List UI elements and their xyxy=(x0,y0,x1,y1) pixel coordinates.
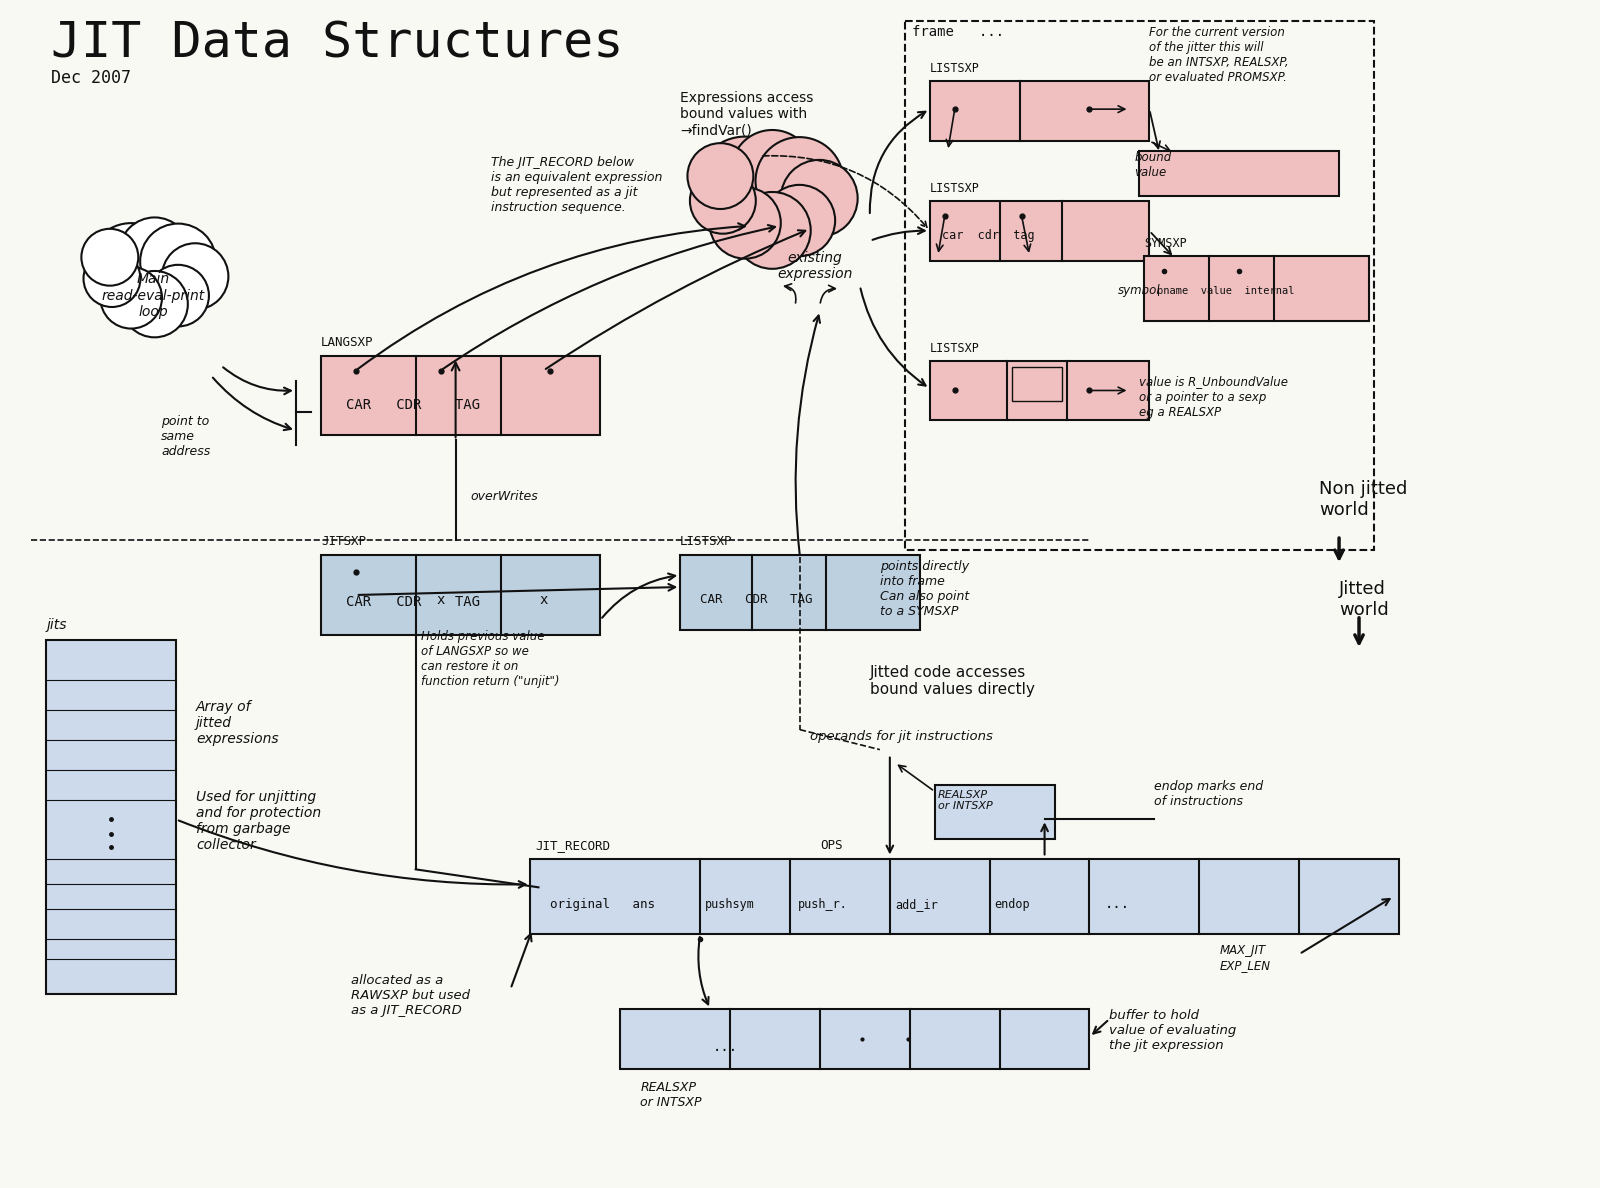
Text: ...: ... xyxy=(712,1040,738,1054)
Text: JIT Data Structures: JIT Data Structures xyxy=(51,19,624,68)
Bar xyxy=(680,555,920,630)
Bar xyxy=(930,81,1149,141)
Text: original   ans: original ans xyxy=(550,898,656,911)
Text: car  cdr  tag: car cdr tag xyxy=(942,229,1034,242)
Circle shape xyxy=(709,188,781,259)
Text: LISTSXP: LISTSXP xyxy=(930,182,979,195)
Text: The JIT_RECORD below
is an equivalent expression
but represented as a jit
instru: The JIT_RECORD below is an equivalent ex… xyxy=(491,156,662,214)
Circle shape xyxy=(88,223,174,309)
Text: REALSXP
or INTSXP: REALSXP or INTSXP xyxy=(640,1081,702,1108)
Text: ...: ... xyxy=(1104,897,1130,911)
Text: overWrites: overWrites xyxy=(470,491,538,504)
Text: CAR   CDR   TAG: CAR CDR TAG xyxy=(701,594,813,607)
Text: symbol: symbol xyxy=(1117,284,1160,297)
Circle shape xyxy=(696,137,795,235)
Text: Expressions access
bound values with
→findVar(): Expressions access bound values with →fi… xyxy=(680,91,813,138)
Text: CAR   CDR    TAG: CAR CDR TAG xyxy=(346,595,480,609)
Text: Jitted code accesses
bound values directly: Jitted code accesses bound values direct… xyxy=(870,665,1035,697)
Text: Jitted
world: Jitted world xyxy=(1339,580,1389,619)
Bar xyxy=(930,201,1149,261)
Text: Main
read-eval-print
loop: Main read-eval-print loop xyxy=(101,272,205,318)
Text: push_r.: push_r. xyxy=(798,898,848,911)
Text: pushsym: pushsym xyxy=(706,898,755,911)
Circle shape xyxy=(101,267,162,329)
Text: operands for jit instructions: operands for jit instructions xyxy=(810,729,994,742)
Text: x: x xyxy=(539,593,547,607)
Text: REALSXP
or INTSXP: REALSXP or INTSXP xyxy=(938,790,992,811)
Text: LISTSXP: LISTSXP xyxy=(930,342,979,354)
Text: OPS: OPS xyxy=(819,840,843,853)
Text: LISTSXP: LISTSXP xyxy=(680,535,733,548)
Text: Array of
jitted
expressions: Array of jitted expressions xyxy=(197,700,278,746)
Text: CAR   CDR    TAG: CAR CDR TAG xyxy=(346,398,480,412)
Bar xyxy=(46,640,176,994)
Circle shape xyxy=(731,129,813,213)
Text: endop marks end
of instructions: endop marks end of instructions xyxy=(1154,779,1264,808)
Bar xyxy=(934,784,1054,840)
Bar xyxy=(322,555,600,634)
Circle shape xyxy=(763,185,835,257)
Bar xyxy=(1011,367,1061,402)
Text: Used for unjitting
and for protection
from garbage
collector: Used for unjitting and for protection fr… xyxy=(197,790,322,852)
Text: Holds previous value
of LANGSXP so we
can restore it on
function return ("unjit": Holds previous value of LANGSXP so we ca… xyxy=(421,630,558,688)
Text: Non jitted
world: Non jitted world xyxy=(1318,480,1408,519)
Text: frame   ...: frame ... xyxy=(912,25,1003,39)
Text: jits: jits xyxy=(46,618,67,632)
Text: points directly
into frame
Can also point
to a SYMSXP: points directly into frame Can also poin… xyxy=(880,560,970,618)
Circle shape xyxy=(141,223,216,299)
Text: value is R_UnboundValue
or a pointer to a sexp
eg a REALSXP: value is R_UnboundValue or a pointer to … xyxy=(1139,375,1288,418)
Bar xyxy=(322,355,600,435)
Text: LANGSXP: LANGSXP xyxy=(322,335,373,348)
Bar xyxy=(906,21,1374,550)
Text: SYMSXP: SYMSXP xyxy=(1144,236,1187,249)
Text: JITSXP: JITSXP xyxy=(322,535,366,548)
Circle shape xyxy=(118,217,190,289)
Circle shape xyxy=(688,144,754,209)
Bar xyxy=(1144,255,1370,321)
Bar xyxy=(531,859,1398,934)
Bar xyxy=(1139,151,1339,196)
Circle shape xyxy=(82,229,138,285)
Text: For the current version
of the jitter this will
be an INTSXP, REALSXP,
or evalua: For the current version of the jitter th… xyxy=(1149,26,1290,84)
Text: buffer to hold
value of evaluating
the jit expression: buffer to hold value of evaluating the j… xyxy=(1109,1009,1237,1053)
Bar xyxy=(930,360,1149,421)
Text: existing
expression: existing expression xyxy=(778,251,853,280)
Text: add_ir: add_ir xyxy=(894,898,938,911)
Circle shape xyxy=(734,192,811,268)
Text: endop: endop xyxy=(995,898,1030,911)
Text: JIT_RECORD: JIT_RECORD xyxy=(536,840,611,853)
Text: MAX_JIT
EXP_LEN: MAX_JIT EXP_LEN xyxy=(1219,944,1270,972)
Circle shape xyxy=(755,137,843,225)
Text: bound
value: bound value xyxy=(1134,151,1171,179)
Circle shape xyxy=(690,168,755,234)
Circle shape xyxy=(781,160,858,236)
Text: pname  value  internal: pname value internal xyxy=(1157,285,1294,296)
Circle shape xyxy=(162,244,229,310)
Text: Dec 2007: Dec 2007 xyxy=(51,69,131,87)
Bar xyxy=(621,1009,1090,1069)
Circle shape xyxy=(83,251,141,307)
Text: x: x xyxy=(437,593,445,607)
Text: LISTSXP: LISTSXP xyxy=(930,62,979,75)
Circle shape xyxy=(147,265,210,327)
Circle shape xyxy=(122,271,187,337)
Text: allocated as a
RAWSXP but used
as a JIT_RECORD: allocated as a RAWSXP but used as a JIT_… xyxy=(350,974,470,1017)
Text: point to
same
address: point to same address xyxy=(162,416,210,459)
